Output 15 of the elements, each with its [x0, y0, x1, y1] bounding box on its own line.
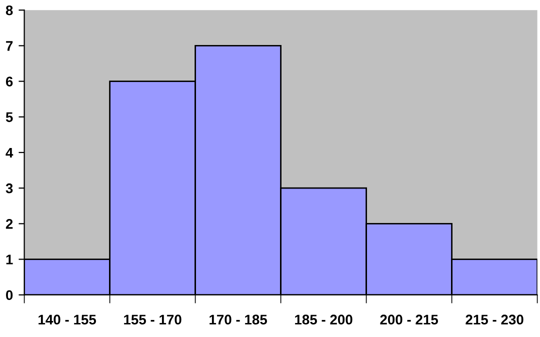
- x-tick-label: 185 - 200: [295, 314, 352, 325]
- x-tick-label: 155 - 170: [124, 314, 182, 325]
- y-tick-label: 5: [6, 112, 13, 122]
- y-tick-label: 1: [6, 254, 13, 264]
- x-tick-label: 200 - 215: [380, 314, 438, 325]
- x-tick-label: 215 - 230: [466, 314, 524, 325]
- x-tick-label: 170 - 185: [210, 314, 268, 325]
- y-tick-label: 3: [6, 183, 13, 194]
- y-tick-label: 7: [6, 41, 13, 51]
- y-tick-label: 2: [6, 219, 13, 229]
- y-tick-label: 8: [6, 5, 13, 16]
- y-tick-label: 0: [6, 290, 13, 300]
- y-tick-label: 6: [6, 76, 13, 86]
- y-tick-label: 4: [6, 148, 14, 158]
- x-tick-label: 140 - 155: [38, 314, 96, 325]
